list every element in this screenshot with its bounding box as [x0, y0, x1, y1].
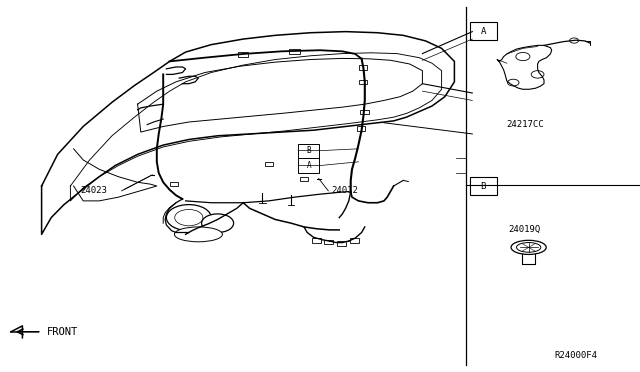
Bar	[289, 49, 300, 54]
Text: B: B	[481, 182, 486, 190]
Bar	[298, 144, 319, 158]
Bar	[470, 22, 497, 40]
Text: B: B	[307, 146, 311, 155]
Circle shape	[570, 38, 579, 43]
Circle shape	[175, 209, 203, 226]
Circle shape	[531, 71, 544, 78]
Text: 24217CC: 24217CC	[506, 120, 543, 129]
Bar	[470, 177, 497, 195]
Bar	[300, 177, 308, 181]
Bar	[238, 52, 248, 57]
Circle shape	[516, 52, 530, 61]
Bar	[265, 162, 273, 166]
Ellipse shape	[174, 227, 223, 242]
Bar	[170, 182, 178, 186]
Bar	[312, 238, 321, 243]
Bar	[359, 80, 367, 84]
Circle shape	[202, 214, 234, 232]
Text: 24019Q: 24019Q	[509, 225, 541, 234]
Ellipse shape	[511, 240, 547, 254]
Bar	[337, 241, 346, 246]
Bar	[324, 240, 333, 244]
Bar	[359, 65, 367, 70]
Bar	[298, 158, 319, 173]
Circle shape	[166, 205, 211, 231]
Circle shape	[508, 79, 519, 86]
Bar	[350, 238, 359, 243]
Text: 24023: 24023	[80, 186, 107, 195]
Text: FRONT: FRONT	[47, 327, 78, 337]
Ellipse shape	[516, 243, 541, 252]
Text: R24000F4: R24000F4	[554, 351, 598, 360]
Bar	[357, 126, 365, 131]
Text: A: A	[307, 161, 311, 170]
Text: 24012: 24012	[332, 186, 358, 195]
Text: A: A	[481, 27, 486, 36]
Bar	[360, 110, 369, 114]
